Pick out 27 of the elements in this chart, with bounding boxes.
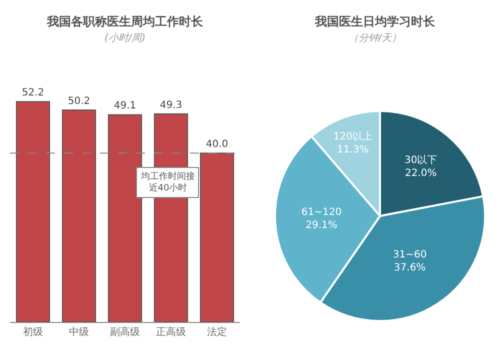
x-tick-label: 初级	[23, 326, 43, 338]
data-label: 29.1%	[306, 220, 338, 232]
chart-title: 我国各职称医生周均工作时长	[46, 14, 204, 28]
bar	[16, 101, 50, 322]
chart-subtitle: （分钟/天）	[348, 32, 402, 44]
slice-label: 120以上	[333, 130, 372, 142]
chart-title: 我国医生日均学习时长	[314, 14, 436, 28]
x-tick-label: 副高级	[110, 326, 140, 338]
chart-subtitle: (小时/周)	[104, 32, 146, 44]
bar	[200, 152, 234, 322]
slice-label: 61~120	[301, 207, 342, 218]
annotation: 均工作时间接近40小时	[140, 171, 195, 194]
slice-label: 31~60	[392, 250, 427, 261]
data-label: 11.3%	[337, 144, 369, 156]
data-label: 49.1	[114, 100, 136, 112]
data-label: 22.0%	[404, 168, 437, 180]
x-tick-label: 法定	[207, 326, 227, 338]
x-tick-label: 中级	[69, 326, 89, 338]
data-label: 50.2	[68, 96, 90, 108]
bar	[62, 110, 96, 322]
x-tick-label: 正高级	[156, 326, 186, 338]
data-label: 52.2	[22, 88, 44, 99]
data-label: 40.0	[206, 139, 228, 150]
data-label: 49.3	[160, 100, 182, 111]
bar	[108, 114, 142, 322]
slice-label: 30以下	[404, 154, 438, 166]
data-label: 37.6%	[394, 262, 426, 274]
